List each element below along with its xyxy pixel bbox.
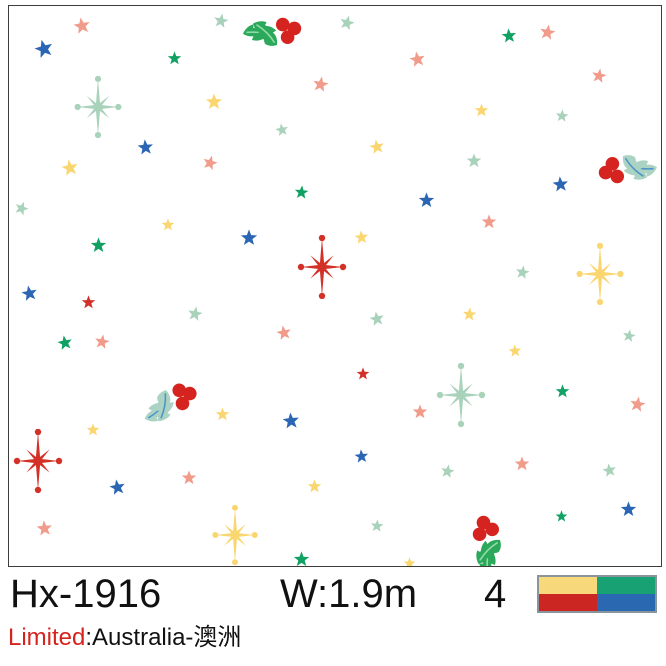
star-icon: [214, 13, 229, 28]
star-icon: [501, 28, 517, 43]
star-icon: [307, 478, 321, 492]
star-icon: [354, 229, 368, 244]
star-icon: [466, 153, 482, 168]
sparkle-icon: [576, 243, 624, 305]
star-icon: [514, 456, 530, 471]
star-icon: [369, 139, 384, 154]
sparkle-icon: [13, 429, 63, 493]
swatch-cell-2: [539, 594, 597, 611]
star-icon: [205, 93, 223, 109]
star-icon: [412, 404, 428, 419]
star-icon: [508, 344, 522, 357]
star-icon: [167, 50, 181, 64]
holly-icon: [598, 155, 657, 184]
star-icon: [592, 68, 607, 83]
star-icon: [73, 17, 90, 34]
star-icon: [555, 109, 569, 122]
star-icon: [15, 201, 29, 215]
star-icon: [474, 102, 488, 116]
star-icon: [108, 479, 125, 495]
colorway-count: 4: [484, 572, 507, 616]
star-icon: [418, 191, 434, 207]
limited-separator: :: [85, 624, 93, 651]
star-icon: [440, 463, 455, 478]
star-icon: [137, 138, 153, 154]
star-icon: [61, 159, 78, 176]
holly-icon: [144, 383, 197, 422]
holly-icon: [243, 17, 302, 46]
star-icon: [203, 155, 218, 171]
product-width: W:1.9m: [280, 572, 418, 616]
swatch-cell-1: [597, 577, 655, 594]
star-icon: [86, 423, 100, 436]
sparkle-icon: [297, 235, 347, 299]
star-icon: [81, 294, 95, 308]
star-icon: [462, 306, 476, 321]
star-icon: [57, 335, 72, 350]
colorway-swatch: [537, 575, 657, 613]
pattern-swatch-area: [8, 5, 662, 567]
star-icon: [623, 329, 636, 342]
swatch-cell-3: [597, 594, 655, 611]
star-icon: [370, 519, 384, 532]
limited-region: Australia-澳洲: [92, 624, 242, 651]
star-icon: [354, 448, 368, 463]
limited-label: Limited: [8, 624, 86, 651]
star-icon: [161, 218, 175, 231]
star-icon: [356, 367, 370, 380]
star-icon: [181, 470, 197, 485]
star-icon: [34, 39, 52, 58]
star-icon: [215, 406, 229, 420]
star-icon: [293, 550, 309, 566]
star-icon: [403, 556, 415, 566]
star-icon: [629, 396, 646, 412]
star-icon: [312, 76, 329, 92]
product-code: Hx-1916: [10, 572, 162, 616]
star-icon: [36, 519, 52, 535]
sparkle-icon: [212, 505, 258, 565]
star-icon: [408, 51, 425, 67]
star-icon: [188, 306, 203, 321]
star-icon: [275, 123, 288, 136]
star-icon: [20, 285, 37, 301]
star-icon: [95, 334, 110, 349]
star-icon: [294, 184, 308, 199]
star-icon: [555, 383, 569, 397]
swatch-cell-0: [539, 577, 597, 594]
star-icon: [90, 236, 106, 252]
star-icon: [282, 412, 299, 429]
limited-line: Limited:Australia-澳洲: [8, 623, 241, 653]
star-icon: [515, 264, 530, 279]
holly-icon: [472, 515, 501, 566]
star-icon: [240, 229, 258, 245]
star-icon: [369, 311, 384, 326]
star-icon: [340, 15, 355, 31]
star-icon: [552, 175, 568, 191]
star-icon: [481, 214, 497, 229]
star-icon: [555, 509, 567, 522]
star-icon: [620, 500, 636, 516]
sparkle-icon: [436, 363, 486, 427]
star-icon: [539, 24, 556, 40]
star-icon: [601, 462, 616, 477]
star-icon: [276, 325, 291, 340]
sparkle-icon: [74, 76, 122, 138]
